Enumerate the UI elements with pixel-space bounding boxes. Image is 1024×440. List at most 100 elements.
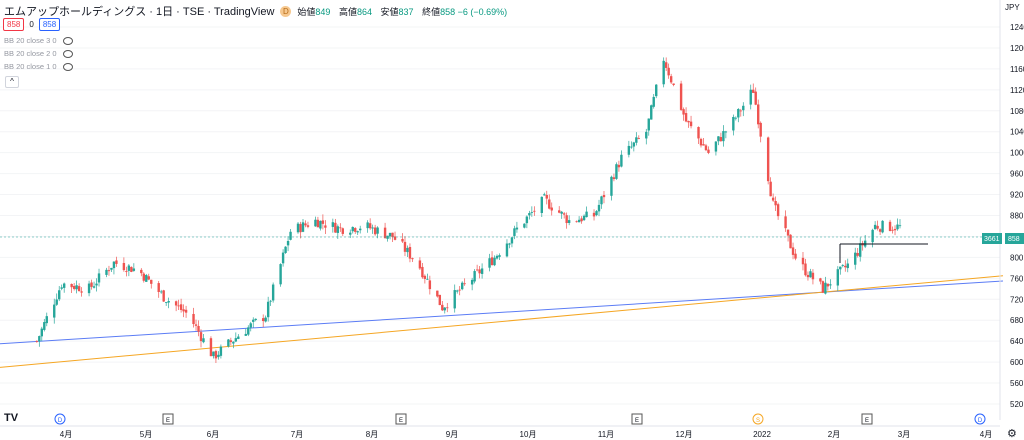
candle-body [528, 213, 531, 216]
candle-body [456, 290, 459, 292]
candle-body [391, 232, 394, 238]
candle-body [62, 283, 66, 288]
candle-body [771, 197, 775, 201]
earnings-event-icon [395, 413, 407, 425]
time-tick-label: 9月 [446, 430, 458, 439]
candle-body [513, 228, 516, 236]
candle-body [341, 228, 344, 234]
candle-body [38, 336, 41, 342]
price-tick-label: 1160 [1010, 65, 1024, 74]
candle-body [279, 264, 282, 285]
currency-label[interactable]: JPY [1005, 3, 1020, 12]
eye-hidden-icon[interactable] [62, 49, 73, 58]
price-tick-label: 600 [1010, 358, 1024, 367]
candle-body [72, 285, 76, 289]
candle-body [428, 280, 432, 290]
candle-body [896, 224, 899, 230]
candle-body [35, 340, 39, 342]
trendline-blue [0, 280, 1004, 345]
candle-body [371, 227, 374, 229]
candle-body [699, 138, 703, 146]
dividend-event-icon [54, 413, 66, 425]
candle-body [115, 260, 118, 264]
candle-body [92, 286, 96, 288]
candle-body [530, 212, 534, 213]
candle-body [545, 194, 548, 199]
candle-body [219, 346, 223, 356]
time-tick-label: 6月 [207, 430, 219, 439]
candle-body [157, 283, 160, 292]
buy-button[interactable]: 858 [38, 18, 61, 31]
time-axis[interactable]: 4月 5月 6月 7月 8月 9月 10月 11月 12月 2022 2月 3月 4月 [0, 425, 1000, 439]
price-tick-label: 1080 [1010, 107, 1024, 116]
candle-body [841, 265, 844, 266]
candle-body [164, 302, 168, 303]
candle-body [43, 322, 46, 330]
gear-icon[interactable]: ⚙ [1007, 428, 1017, 440]
drawn-hline[interactable] [839, 243, 928, 263]
candle-body [249, 323, 252, 328]
candle-body [645, 131, 648, 139]
symbol-title[interactable]: エムアップホールディングス · 1日 · TSE · TradingView [4, 6, 275, 18]
candle-body [202, 338, 205, 343]
collapse-indicators-button[interactable]: ^ [5, 76, 19, 88]
candle-body [826, 283, 830, 287]
candle-body [470, 279, 474, 285]
candle-body [854, 252, 857, 265]
candle-body [734, 117, 738, 119]
candle-body [719, 137, 723, 142]
candle-body [127, 265, 131, 271]
indicator-row[interactable]: BB 20 close 1 0 [4, 62, 73, 71]
earnings-event-icon [631, 413, 643, 425]
candle-body [77, 286, 81, 292]
event-letter: E [865, 418, 869, 424]
candle-body [737, 109, 740, 118]
candle-body [662, 60, 665, 85]
candle-body [871, 229, 874, 243]
candle-body [722, 131, 725, 142]
candle-body [724, 131, 728, 133]
candle-body [182, 309, 185, 312]
sell-button[interactable]: 858 [3, 18, 25, 31]
candle-body [58, 290, 61, 300]
time-tick-label: 2月 [828, 430, 840, 439]
volume-label: 3661 [984, 236, 1000, 243]
candle-body [321, 220, 325, 224]
candle-body [515, 227, 519, 230]
candle-body [214, 351, 218, 359]
candle-body [714, 141, 718, 152]
candle-body [441, 304, 444, 311]
candle-body [95, 283, 98, 286]
candle-body [478, 269, 481, 274]
candle-body [704, 145, 708, 151]
candle-body [652, 96, 655, 107]
eye-hidden-icon[interactable] [62, 62, 73, 71]
candle-body [162, 290, 165, 302]
candle-body [592, 212, 596, 217]
candle-body [199, 332, 203, 342]
candle-body [836, 269, 840, 286]
eye-hidden-icon[interactable] [62, 36, 73, 45]
candle-body [438, 294, 442, 306]
earnings-event-icon [861, 413, 873, 425]
indicator-label: BB 20 close 2 0 [4, 49, 57, 58]
indicator-row[interactable]: BB 20 close 2 0 [4, 49, 73, 58]
candle-body [227, 339, 230, 347]
candle-body [132, 268, 136, 271]
candle-body [167, 301, 170, 303]
indicator-row[interactable]: BB 20 close 3 0 [4, 36, 73, 45]
time-tick-label: 2022 [753, 430, 771, 439]
candle-body [45, 316, 48, 324]
candle-body [90, 282, 93, 287]
candle-body [650, 105, 653, 120]
candle-body [585, 211, 588, 218]
candle-body [687, 120, 690, 123]
candle-body [647, 118, 650, 131]
candle-body [460, 282, 464, 290]
candle-body [617, 164, 621, 168]
candle-body [401, 238, 404, 242]
price-axis[interactable]: 1240120011601120108010401000960920880840… [999, 0, 1024, 420]
candle-body [560, 211, 563, 214]
candle-body [839, 266, 842, 270]
